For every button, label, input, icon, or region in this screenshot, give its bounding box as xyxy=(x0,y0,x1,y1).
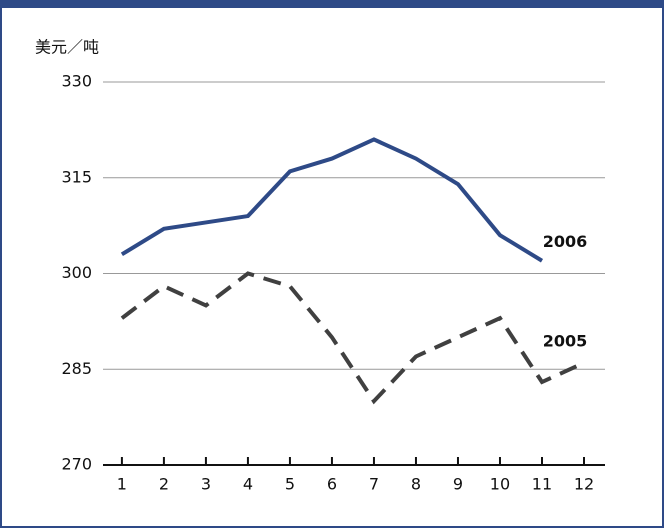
x-tick-label: 3 xyxy=(201,475,211,494)
series-label: 2005 xyxy=(543,331,588,350)
series-label: 2006 xyxy=(543,232,588,251)
x-tick-label: 7 xyxy=(369,475,379,494)
x-tick-label: 6 xyxy=(327,475,337,494)
series-line xyxy=(120,271,585,405)
x-tick-label: 11 xyxy=(532,475,552,494)
y-tick-label: 270 xyxy=(61,455,92,474)
x-tick-label: 5 xyxy=(285,475,295,494)
x-tick-label: 10 xyxy=(490,475,510,494)
top-band xyxy=(0,0,664,8)
y-tick-label: 300 xyxy=(61,263,92,282)
x-tick-label: 8 xyxy=(411,475,421,494)
y-tick-label: 315 xyxy=(61,167,92,186)
y-tick-label: 330 xyxy=(61,72,92,91)
y-axis-label: 美元／吨 xyxy=(35,38,99,57)
x-tick-label: 1 xyxy=(117,475,127,494)
x-tick-label: 9 xyxy=(453,475,463,494)
x-tick-label: 2 xyxy=(159,475,169,494)
x-tick-label: 12 xyxy=(574,475,594,494)
series-line xyxy=(120,137,544,263)
x-tick-label: 4 xyxy=(243,475,253,494)
y-tick-label: 285 xyxy=(61,359,92,378)
